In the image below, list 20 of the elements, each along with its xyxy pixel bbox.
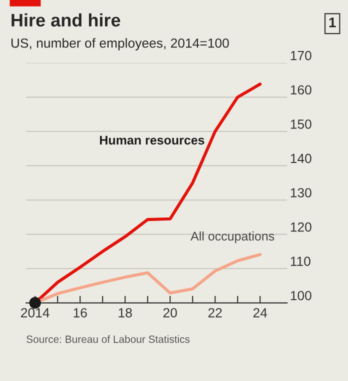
y-tick-label: 160	[290, 85, 312, 95]
x-tick-label: 20	[163, 308, 177, 318]
series-label: Human resources	[100, 136, 204, 145]
y-tick-label: 150	[290, 119, 312, 129]
text: 1	[329, 18, 336, 28]
series-label: All occupations	[190, 231, 274, 244]
y-tick-label: 100	[290, 290, 312, 300]
y-tick-label: 140	[290, 154, 312, 164]
y-tick-label: 170	[290, 50, 312, 60]
chart-subtitle: US, number of employees, 2014=100	[11, 38, 229, 50]
x-tick-label: 2014	[21, 308, 50, 318]
y-tick-label: 120	[290, 222, 312, 232]
x-tick-label: 24	[253, 308, 268, 318]
x-tick-label: 22	[208, 308, 222, 318]
y-tick-label: 110	[290, 256, 310, 266]
x-tick-label: 18	[118, 308, 132, 318]
source-note: Source: Bureau of Labour Statistics	[26, 335, 190, 343]
x-tick-label: 16	[74, 308, 87, 318]
chart-title: Hire and hire	[12, 13, 120, 27]
y-tick-label: 130	[290, 188, 312, 198]
